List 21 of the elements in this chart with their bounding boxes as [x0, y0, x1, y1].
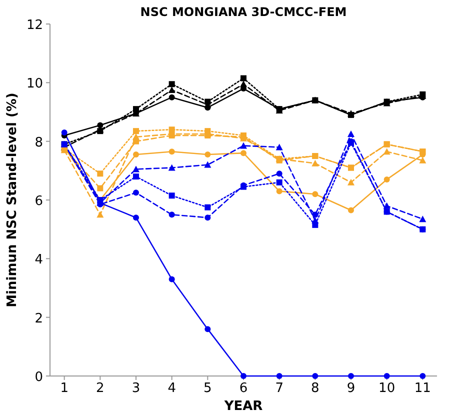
y-tick-label: 12: [26, 18, 43, 33]
x-tick-label: 11: [414, 381, 431, 396]
x-tick-label: 4: [168, 381, 176, 396]
x-tick-label: 10: [378, 381, 396, 396]
x-tick-label: 6: [239, 381, 248, 396]
x-tick-label: 8: [311, 381, 320, 396]
chart-title: NSC MONGIANA 3D-CMCC-FEM: [140, 5, 347, 19]
y-axis-title: Minimun NSC Stand-level (%): [5, 92, 20, 308]
x-tick-label: 3: [132, 381, 140, 396]
x-tick-label: 2: [96, 381, 104, 396]
y-tick-label: 0: [34, 370, 43, 385]
y-tick-label: 8: [34, 135, 43, 150]
x-tick-label: 7: [275, 381, 284, 396]
y-tick-label: 2: [34, 311, 43, 326]
x-axis-title: YEAR: [223, 399, 263, 414]
y-tick-label: 10: [26, 76, 43, 92]
x-tick-label: 5: [204, 381, 212, 396]
x-tick-label: 1: [60, 381, 68, 396]
y-tick-label: 4: [34, 252, 43, 268]
x-tick-label: 9: [346, 381, 356, 396]
y-tick-label: 6: [34, 194, 43, 209]
